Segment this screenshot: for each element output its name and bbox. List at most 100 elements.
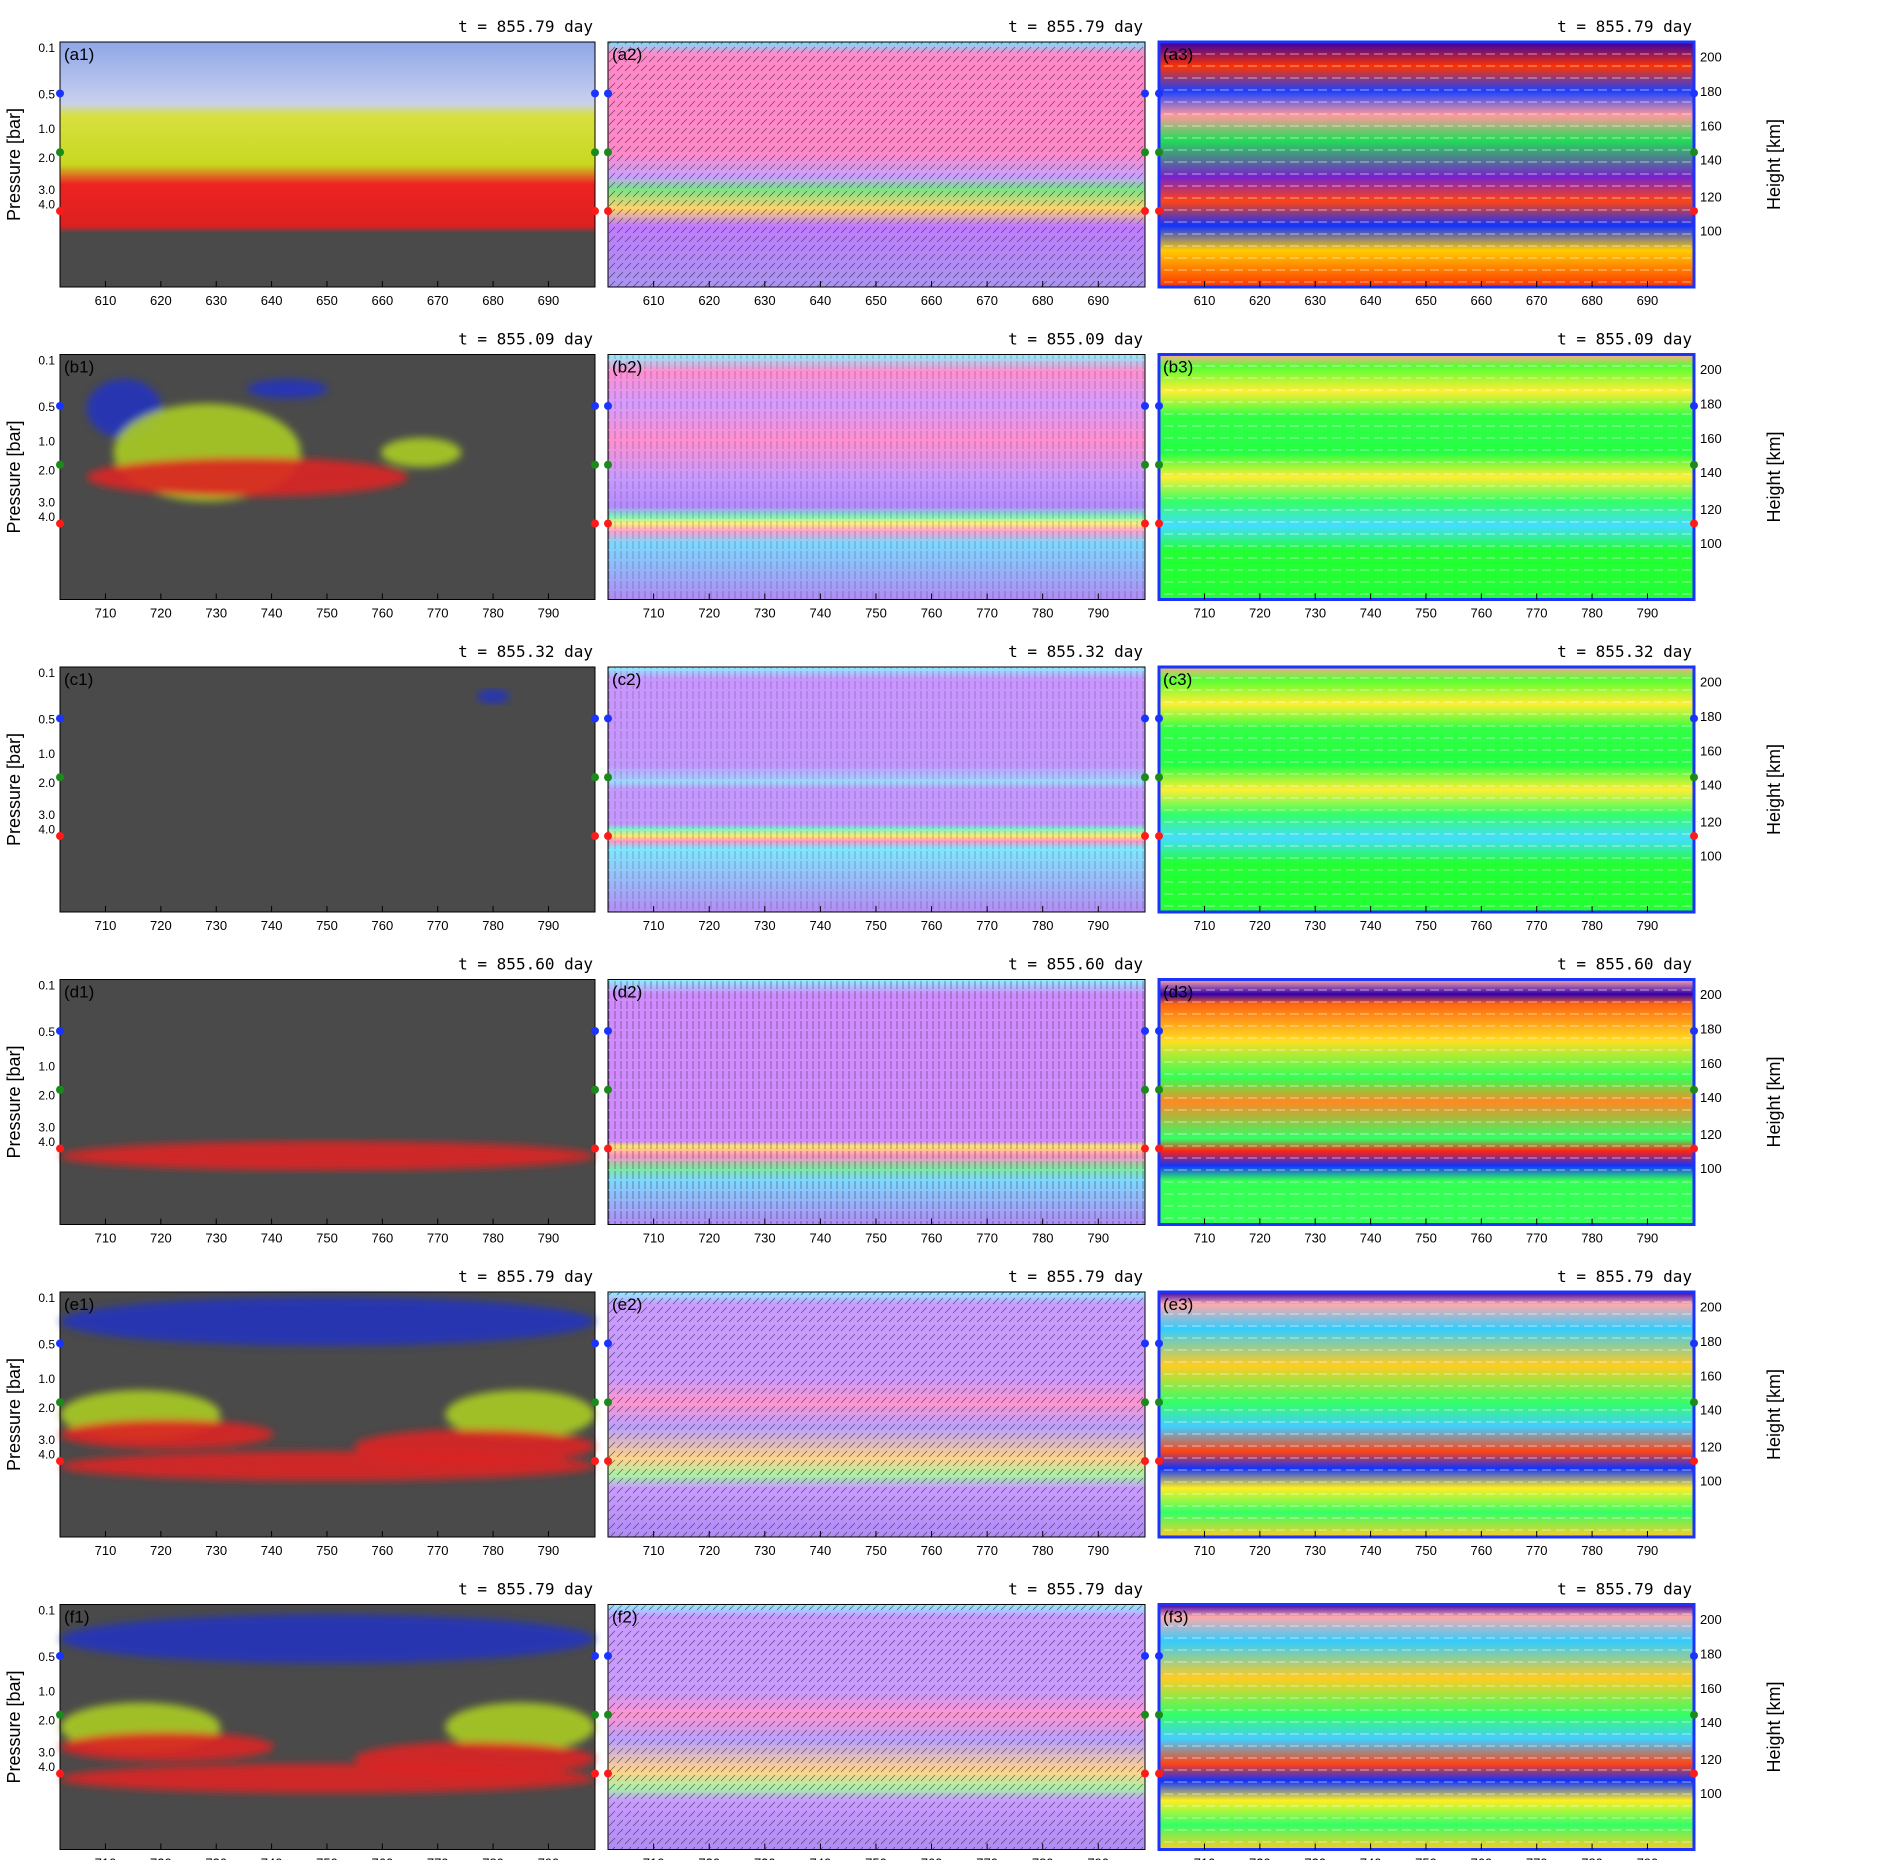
x-tick-label: 720	[698, 1231, 720, 1246]
panel-time-title: t = 855.79 day	[458, 17, 593, 36]
x-tick-label: 790	[1087, 1231, 1109, 1246]
level-marker	[604, 1769, 612, 1778]
x-tick-label: 790	[1637, 1856, 1659, 1860]
x-tick-label: 630	[205, 293, 227, 308]
level-marker	[1141, 148, 1149, 157]
pressure-tick-label: 0.1	[38, 978, 55, 992]
pressure-tick-label: 3.0	[38, 1433, 55, 1447]
x-tick-label: 730	[1304, 1543, 1326, 1558]
height-tick-label: 120	[1700, 1752, 1722, 1767]
wind-vectors-white	[1159, 1604, 1694, 1850]
x-tick-label: 720	[698, 1543, 720, 1558]
height-tick-label: 180	[1700, 1647, 1722, 1662]
panel-label: (a2)	[612, 45, 642, 64]
x-tick-label: 610	[1194, 293, 1216, 308]
level-marker	[1155, 207, 1163, 216]
panel-frame	[59, 41, 596, 288]
level-marker	[1141, 207, 1149, 216]
level-marker	[604, 207, 612, 216]
level-marker	[1690, 401, 1698, 410]
panel-time-title: t = 855.60 day	[1008, 955, 1143, 974]
x-tick-label: 620	[150, 293, 172, 308]
pressure-tick-label: 1.0	[38, 1684, 55, 1698]
x-tick-label: 750	[1415, 606, 1437, 621]
height-tick-label: 180	[1700, 84, 1722, 99]
x-tick-label: 660	[371, 293, 393, 308]
level-marker	[591, 773, 599, 782]
panel-frame	[59, 666, 596, 913]
cloud-blobs	[86, 379, 462, 502]
pressure-tick-label: 4.0	[38, 823, 55, 837]
pressure-tick-label: 0.5	[38, 1025, 55, 1039]
panel-frame	[59, 1291, 596, 1538]
height-tick-label: 180	[1700, 1022, 1722, 1037]
level-marker	[56, 1769, 64, 1778]
panel-b1: t = 855.09 day (b1) 710 720 730 740 750 760 770 7…	[56, 330, 596, 621]
panel-frame	[607, 1604, 1146, 1850]
x-tick-label: 760	[921, 1856, 943, 1860]
height-tick-label: 160	[1700, 1056, 1722, 1071]
level-marker	[56, 519, 64, 528]
pressure-tick-label: 2.0	[38, 464, 55, 478]
level-marker	[1690, 1710, 1698, 1719]
figure-row-a: t = 855.79 day (a1) 610 620 630 640 650 660 670 6…	[4, 17, 1784, 308]
height-tick-label: 160	[1700, 743, 1722, 758]
level-marker	[604, 1398, 612, 1407]
cloud-lower	[86, 457, 408, 497]
x-tick-label: 750	[316, 1856, 338, 1860]
x-tick-label: 730	[754, 1856, 776, 1860]
panel-d2: t = 855.60 day (d2) 710 720 730 740 750 760 770 7…	[591, 955, 1146, 1246]
x-tick-label: 750	[1415, 918, 1437, 933]
height-tick-label: 140	[1700, 465, 1722, 480]
panel-b3: t = 855.09 day (b3) 710 720 730 740 750 760 770 7…	[1141, 330, 1698, 621]
x-tick-label: 780	[482, 1543, 504, 1558]
x-tick-label: 740	[810, 1856, 832, 1860]
panel-f2: t = 855.79 day (f2) 710 720 730 740 750 760 770 7…	[591, 1580, 1146, 1860]
level-marker	[604, 1457, 612, 1466]
height-tick-label: 140	[1700, 1403, 1722, 1418]
x-tick-label: 790	[538, 606, 560, 621]
wind-vectors-white	[1159, 667, 1694, 912]
x-tick-label: 730	[754, 606, 776, 621]
x-tick-label: 630	[754, 293, 776, 308]
level-marker	[1690, 460, 1698, 469]
level-marker	[604, 1339, 612, 1348]
level-marker	[56, 1457, 64, 1466]
pressure-tick-label: 2.0	[38, 1401, 55, 1415]
panel-label: (a1)	[64, 45, 94, 64]
pressure-axis-label: Pressure [bar]	[4, 1045, 24, 1158]
x-tick-label: 790	[1087, 1856, 1109, 1860]
x-tick-label: 770	[976, 606, 998, 621]
panel-time-title: t = 855.79 day	[1557, 1580, 1692, 1599]
x-tick-label: 720	[698, 606, 720, 621]
level-marker	[1141, 519, 1149, 528]
x-tick-label: 790	[538, 1543, 560, 1558]
level-marker	[1155, 1085, 1163, 1094]
x-tick-label: 780	[1032, 606, 1054, 621]
x-tick-label: 740	[810, 1231, 832, 1246]
x-tick-label: 720	[150, 918, 172, 933]
panel-label: (e3)	[1163, 1295, 1193, 1314]
level-marker	[591, 1398, 599, 1407]
x-tick-label: 710	[643, 1231, 665, 1246]
level-marker	[1141, 89, 1149, 98]
level-marker	[56, 1026, 64, 1035]
x-tick-label: 780	[1581, 1856, 1603, 1860]
height-axis: 200 180 160 140 120 100 Height [km]	[1700, 987, 1784, 1176]
panel-frame	[1157, 353, 1696, 601]
x-tick-label: 740	[1360, 606, 1382, 621]
pressure-axis: 0.1 0.5 1.0 2.0 3.04.0 Pressure [bar]	[4, 666, 55, 846]
level-marker	[1155, 1710, 1163, 1719]
height-axis-label: Height [km]	[1764, 1369, 1784, 1460]
level-marker	[1141, 460, 1149, 469]
panel-c1: t = 855.32 day (c1) 710 720 730 740 750 760 770 7…	[56, 642, 596, 933]
pressure-tick-label: 0.5	[38, 87, 55, 101]
x-tick-label: 720	[1249, 1856, 1271, 1860]
x-tick-label: 670	[1526, 293, 1548, 308]
x-tick-label: 780	[1032, 1231, 1054, 1246]
pressure-tick-label: 2.0	[38, 776, 55, 790]
x-tick-label: 750	[316, 1231, 338, 1246]
x-tick-label: 710	[95, 1543, 117, 1558]
x-tick-label: 750	[1415, 1856, 1437, 1860]
panel-time-title: t = 855.79 day	[1008, 17, 1143, 36]
